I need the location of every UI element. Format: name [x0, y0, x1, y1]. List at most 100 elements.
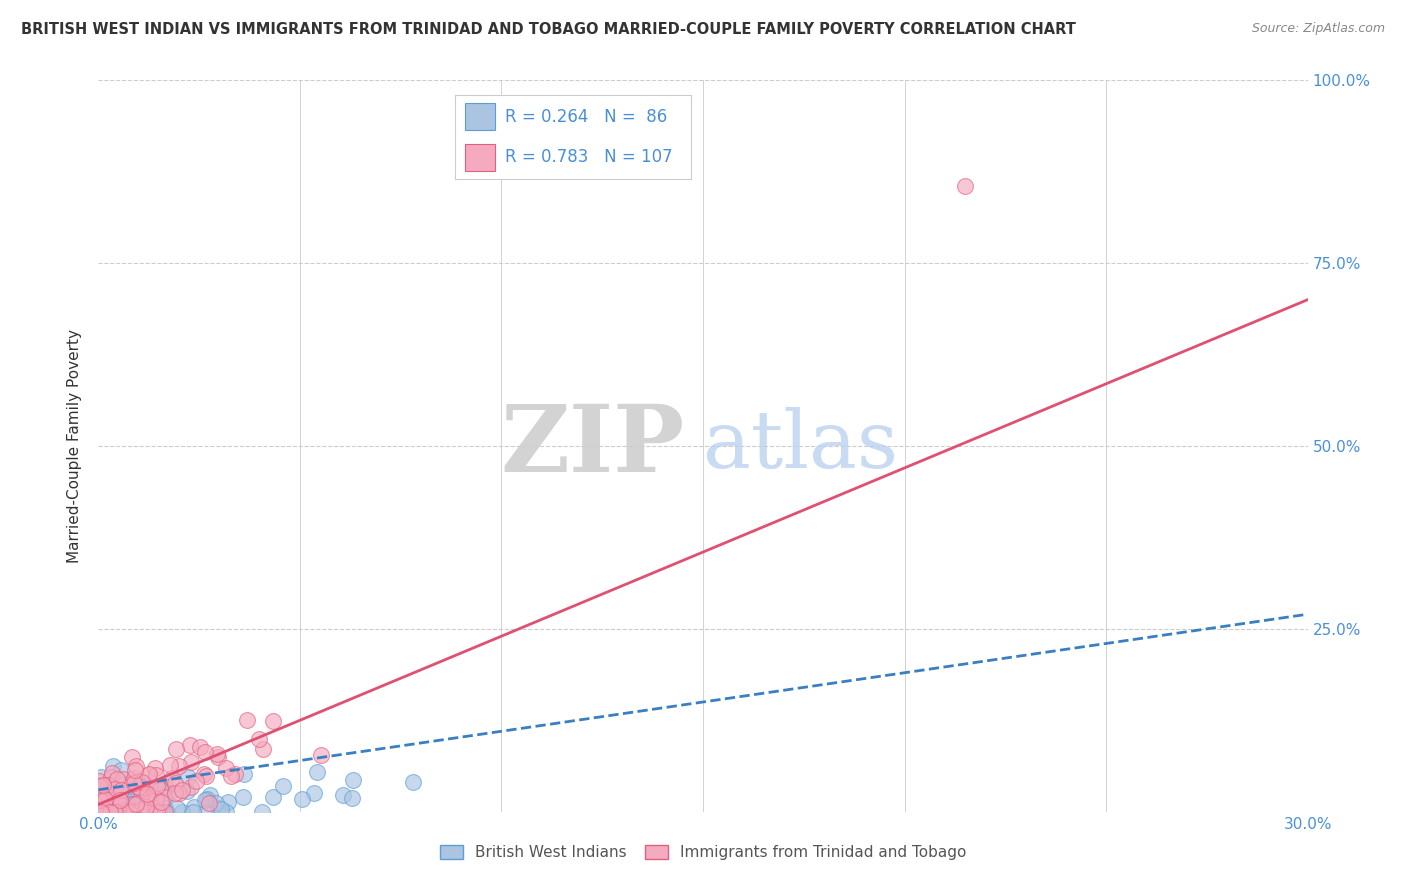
Point [101, 805, 124, 819]
Point [340, 791, 363, 805]
Point [90, 805, 112, 819]
Point [188, 740, 211, 755]
Point [135, 800, 157, 814]
Point [209, 802, 232, 816]
Point [179, 738, 201, 752]
Point [193, 767, 215, 781]
Point [194, 805, 217, 819]
Point [305, 765, 328, 780]
Point [302, 786, 325, 800]
Point [93, 805, 115, 819]
Point [183, 799, 205, 814]
Point [184, 774, 207, 789]
Point [100, 797, 122, 812]
Point [232, 790, 254, 805]
Point [114, 805, 136, 819]
Point [129, 805, 152, 819]
Point [104, 805, 127, 819]
Point [157, 786, 180, 800]
Point [100, 770, 122, 784]
Point [103, 802, 125, 816]
Point [141, 802, 163, 816]
Point [139, 787, 162, 801]
Point [138, 791, 160, 805]
Point [96, 805, 118, 819]
Point [103, 775, 125, 789]
Point [117, 805, 139, 819]
Point [129, 782, 152, 797]
Point [180, 780, 202, 795]
Point [91, 805, 114, 819]
Point [153, 805, 176, 819]
Point [107, 805, 129, 819]
Point [198, 796, 221, 810]
Point [138, 805, 160, 819]
Point [94, 792, 117, 806]
Point [217, 795, 239, 809]
Point [194, 745, 217, 759]
Point [94, 805, 117, 819]
Point [155, 805, 177, 819]
Point [163, 776, 186, 790]
Point [105, 772, 128, 786]
Point [128, 780, 150, 794]
Point [90, 770, 112, 784]
Point [215, 805, 238, 819]
Point [108, 793, 131, 807]
Point [87, 798, 110, 813]
Point [110, 782, 132, 797]
Point [96, 795, 118, 809]
Point [247, 731, 270, 746]
Point [120, 776, 142, 790]
Point [87, 774, 110, 789]
Point [148, 805, 170, 819]
Point [153, 801, 176, 815]
Point [134, 805, 156, 819]
Point [332, 789, 354, 803]
Point [98, 805, 121, 819]
Point [125, 773, 148, 788]
Point [250, 805, 273, 819]
Point [110, 798, 132, 813]
Point [402, 775, 425, 789]
Point [170, 805, 193, 819]
Point [124, 763, 146, 777]
Point [170, 783, 193, 797]
Point [103, 805, 125, 819]
Y-axis label: Married-Couple Family Poverty: Married-Couple Family Poverty [67, 329, 83, 563]
Point [91, 805, 114, 819]
Point [224, 767, 246, 781]
Text: atlas: atlas [703, 407, 898, 485]
Point [108, 798, 131, 813]
Point [146, 779, 169, 793]
Point [122, 797, 145, 812]
Point [138, 780, 160, 794]
Point [90, 805, 112, 819]
Point [103, 787, 125, 801]
Point [205, 747, 228, 761]
Point [167, 759, 190, 773]
Point [91, 790, 114, 805]
Point [150, 795, 173, 809]
Point [165, 786, 187, 800]
Point [180, 755, 202, 769]
Point [101, 805, 124, 819]
Point [129, 803, 152, 817]
Point [262, 714, 284, 729]
Point [152, 805, 174, 819]
Point [96, 805, 118, 819]
Point [96, 801, 118, 815]
Point [215, 761, 238, 775]
Point [273, 779, 295, 793]
Point [143, 761, 166, 775]
Text: Source: ZipAtlas.com: Source: ZipAtlas.com [1251, 22, 1385, 36]
Point [94, 789, 117, 804]
Point [205, 796, 228, 810]
Point [93, 780, 115, 795]
Point [94, 805, 117, 819]
Point [110, 796, 132, 810]
Point [91, 778, 114, 792]
Point [181, 805, 204, 819]
Point [122, 791, 145, 805]
Point [107, 805, 129, 819]
